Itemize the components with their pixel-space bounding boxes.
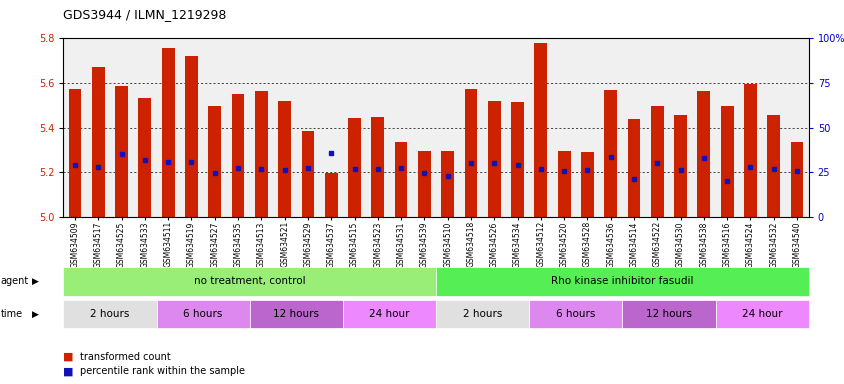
Bar	[63, 300, 156, 328]
Text: ▶: ▶	[32, 277, 39, 286]
Bar	[674, 116, 686, 217]
Bar	[436, 267, 808, 296]
Bar	[161, 48, 175, 217]
Bar	[115, 86, 127, 217]
Bar	[441, 151, 453, 217]
Text: 2 hours: 2 hours	[90, 309, 129, 319]
Bar	[766, 116, 779, 217]
Bar	[650, 106, 663, 217]
Bar	[92, 68, 105, 217]
Text: no treatment, control: no treatment, control	[193, 276, 306, 286]
Bar	[436, 300, 528, 328]
Bar	[301, 131, 314, 217]
Bar	[324, 174, 338, 217]
Bar	[528, 300, 621, 328]
Bar	[208, 106, 221, 217]
Text: 12 hours: 12 hours	[273, 309, 319, 319]
Bar	[394, 142, 407, 217]
Bar	[138, 98, 151, 217]
Text: agent: agent	[1, 276, 29, 286]
Bar	[627, 119, 640, 217]
Text: transformed count: transformed count	[80, 352, 170, 362]
Text: 6 hours: 6 hours	[183, 309, 223, 319]
Bar	[696, 91, 710, 217]
Bar	[487, 101, 500, 217]
Bar	[533, 43, 547, 217]
Bar	[68, 89, 81, 217]
Bar	[348, 118, 360, 217]
Bar	[511, 102, 523, 217]
Text: 12 hours: 12 hours	[645, 309, 691, 319]
Bar	[621, 300, 715, 328]
Text: 24 hour: 24 hour	[369, 309, 409, 319]
Bar	[371, 116, 384, 217]
Bar	[581, 152, 593, 217]
Text: time: time	[1, 309, 23, 319]
Text: ■: ■	[63, 352, 73, 362]
Bar	[255, 91, 268, 217]
Bar	[343, 300, 436, 328]
Bar	[231, 94, 244, 217]
Bar	[63, 267, 436, 296]
Bar	[744, 84, 756, 217]
Bar	[720, 106, 733, 217]
Text: ■: ■	[63, 366, 73, 376]
Bar	[250, 300, 343, 328]
Text: 6 hours: 6 hours	[555, 309, 595, 319]
Text: Rho kinase inhibitor fasudil: Rho kinase inhibitor fasudil	[550, 276, 693, 286]
Bar	[418, 151, 430, 217]
Text: percentile rank within the sample: percentile rank within the sample	[80, 366, 245, 376]
Text: GDS3944 / ILMN_1219298: GDS3944 / ILMN_1219298	[63, 8, 226, 21]
Bar	[278, 101, 290, 217]
Bar	[603, 90, 616, 217]
Text: 2 hours: 2 hours	[463, 309, 501, 319]
Bar	[185, 56, 197, 217]
Text: 24 hour: 24 hour	[741, 309, 782, 319]
Bar	[557, 151, 570, 217]
Bar	[156, 300, 250, 328]
Text: ▶: ▶	[32, 310, 39, 318]
Bar	[715, 300, 808, 328]
Bar	[464, 89, 477, 217]
Bar	[790, 142, 803, 217]
